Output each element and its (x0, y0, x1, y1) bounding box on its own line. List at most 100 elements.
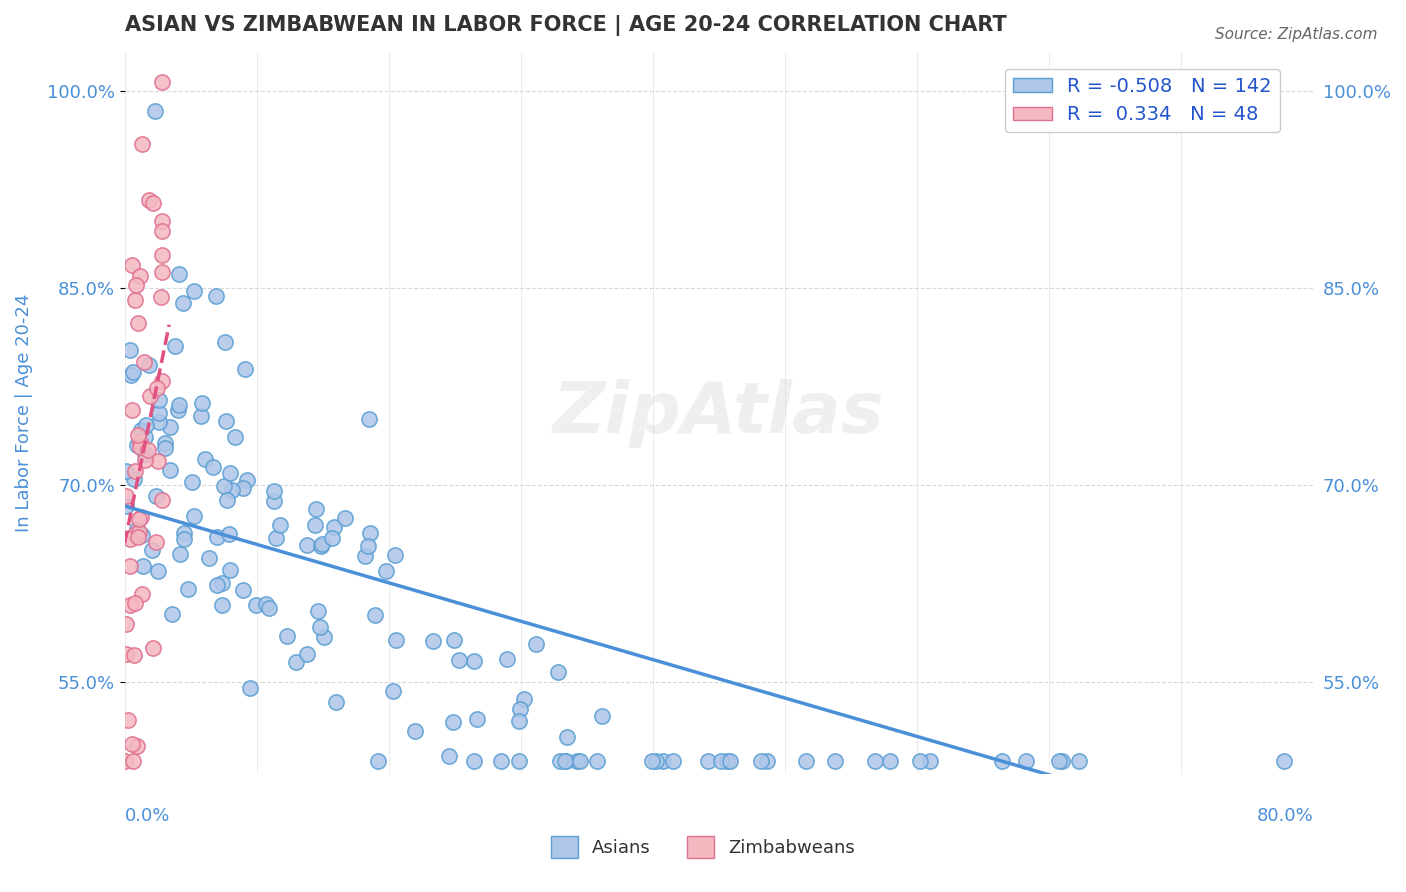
Point (145, 489, 167, 503)
Point (651, 754, 673, 768)
Text: Source: ZipAtlas.com: Source: ZipAtlas.com (1215, 27, 1378, 42)
Point (124, 596, 146, 610)
Point (1047, 754, 1070, 768)
Point (190, 409, 212, 423)
Point (443, 632, 465, 647)
Point (180, 475, 202, 490)
Point (167, 403, 190, 417)
Point (127, 522, 149, 536)
Point (309, 539, 332, 553)
Point (122, 754, 145, 768)
Point (131, 136, 153, 151)
Point (645, 754, 668, 768)
Point (254, 597, 277, 611)
Point (118, 559, 141, 574)
Point (307, 604, 329, 618)
Point (221, 483, 243, 497)
Point (128, 524, 150, 539)
Point (295, 647, 318, 661)
Point (547, 665, 569, 679)
Point (173, 525, 195, 540)
Point (115, 489, 138, 503)
Point (422, 634, 444, 648)
Point (132, 355, 155, 369)
Point (284, 655, 307, 669)
Point (129, 510, 152, 524)
Text: 0.0%: 0.0% (125, 807, 170, 825)
Point (297, 538, 319, 552)
Point (205, 530, 228, 544)
Point (121, 737, 143, 751)
Point (135, 417, 157, 432)
Point (115, 617, 138, 632)
Point (264, 531, 287, 545)
Point (218, 564, 240, 578)
Point (211, 576, 233, 591)
Point (145, 535, 167, 549)
Point (155, 441, 177, 455)
Point (257, 601, 280, 615)
Point (269, 517, 291, 532)
Point (148, 453, 170, 467)
Point (716, 754, 738, 768)
Point (159, 420, 181, 434)
Point (218, 527, 240, 541)
Point (167, 267, 190, 281)
Point (125, 278, 148, 293)
Point (115, 499, 138, 513)
Point (751, 754, 773, 768)
Point (124, 293, 146, 307)
Point (173, 532, 195, 546)
Text: 80.0%: 80.0% (1257, 807, 1313, 825)
Point (211, 598, 233, 612)
Point (465, 712, 488, 726)
Point (908, 754, 931, 768)
Point (169, 547, 191, 561)
Point (169, 398, 191, 412)
Point (127, 428, 149, 442)
Point (150, 214, 173, 228)
Point (325, 695, 347, 709)
Point (312, 630, 335, 644)
Point (863, 754, 886, 768)
Point (991, 754, 1014, 768)
Point (512, 691, 534, 706)
Point (150, 493, 173, 508)
Point (131, 528, 153, 542)
Point (146, 565, 169, 579)
Point (148, 393, 170, 408)
Point (879, 754, 901, 768)
Point (697, 754, 720, 768)
Point (143, 104, 166, 119)
Point (120, 343, 142, 358)
Point (205, 578, 228, 592)
Point (115, 648, 138, 662)
Point (117, 713, 139, 727)
Point (1015, 754, 1038, 768)
Point (215, 492, 238, 507)
Point (121, 258, 143, 272)
Point (585, 754, 607, 768)
Point (183, 508, 205, 523)
Y-axis label: In Labor Force | Age 20-24: In Labor Force | Age 20-24 (15, 293, 32, 533)
Point (142, 195, 165, 210)
Point (139, 390, 162, 404)
Point (150, 248, 173, 262)
Point (163, 338, 186, 352)
Point (125, 438, 148, 452)
Point (353, 549, 375, 563)
Point (191, 396, 214, 410)
Point (212, 479, 235, 493)
Point (755, 754, 778, 768)
Point (121, 368, 143, 383)
Point (263, 483, 285, 498)
Point (374, 564, 396, 578)
Point (245, 599, 267, 613)
Point (114, 754, 136, 768)
Point (491, 754, 513, 768)
Point (127, 316, 149, 330)
Point (565, 754, 588, 768)
Point (127, 530, 149, 544)
Point (122, 472, 145, 486)
Point (555, 754, 578, 768)
